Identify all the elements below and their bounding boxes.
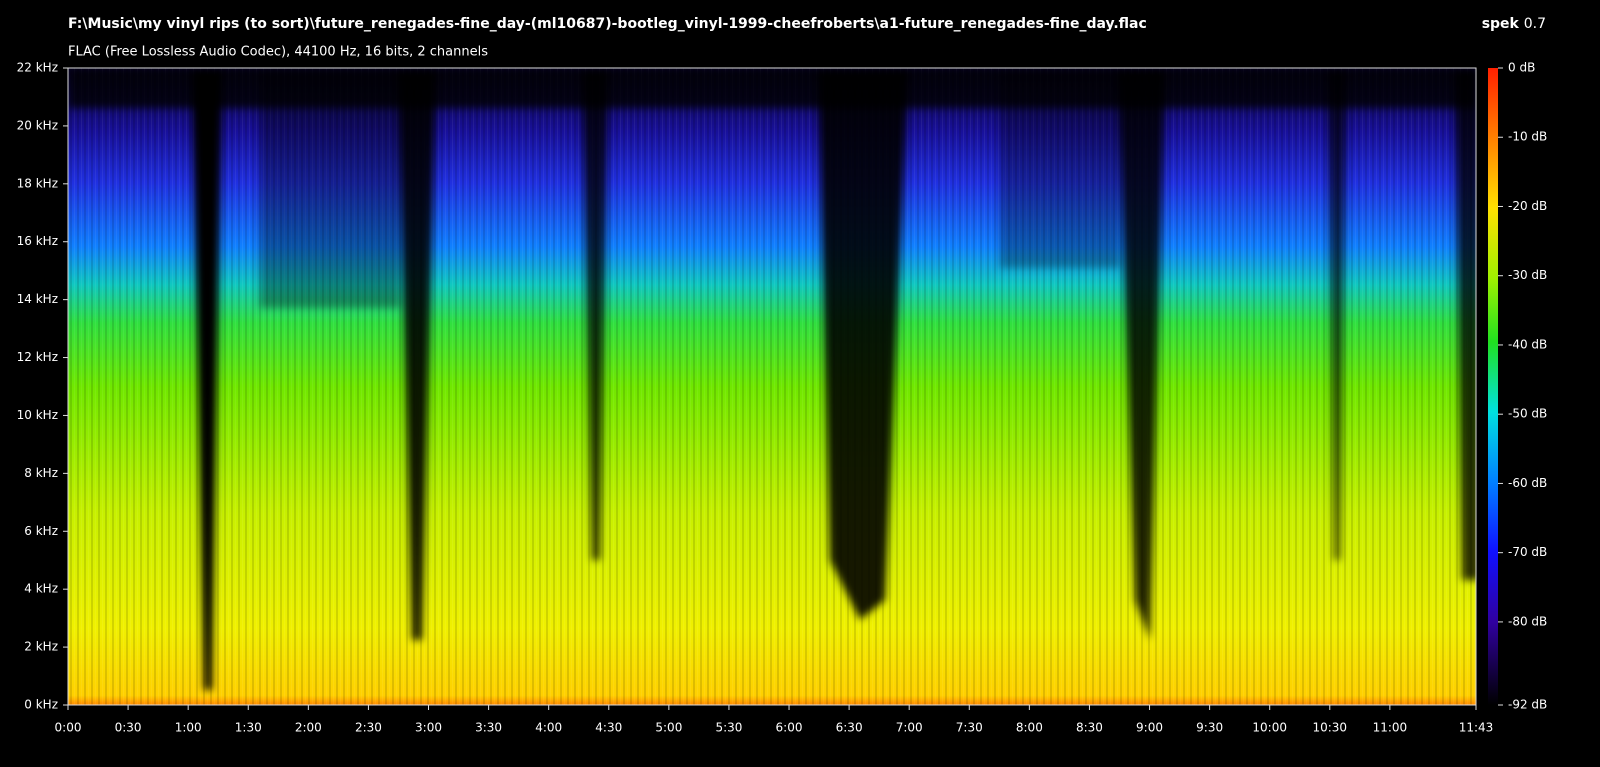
time-tick-label: 4:30 bbox=[595, 721, 622, 735]
time-tick-label: 2:30 bbox=[355, 721, 382, 735]
time-tick-label: 2:00 bbox=[295, 721, 322, 735]
level-tick-label: -40 dB bbox=[1508, 337, 1547, 351]
time-tick-label: 11:43 bbox=[1459, 721, 1494, 735]
freq-tick-label: 8 kHz bbox=[24, 466, 58, 480]
app-label: spek 0.7 bbox=[1482, 16, 1546, 32]
time-tick-label: 3:00 bbox=[415, 721, 442, 735]
time-tick-label: 1:00 bbox=[175, 721, 202, 735]
file-path: F:\Music\my vinyl rips (to sort)\future_… bbox=[68, 16, 1147, 32]
freq-tick-label: 20 kHz bbox=[17, 118, 58, 132]
time-tick-label: 10:30 bbox=[1312, 721, 1347, 735]
freq-tick-label: 12 kHz bbox=[17, 350, 58, 364]
freq-tick-label: 10 kHz bbox=[17, 408, 58, 422]
freq-tick-label: 18 kHz bbox=[17, 176, 58, 190]
level-colorbar bbox=[1488, 68, 1498, 705]
app-name: spek bbox=[1482, 16, 1520, 32]
time-tick-label: 0:30 bbox=[115, 721, 142, 735]
level-tick-label: 0 dB bbox=[1508, 61, 1535, 75]
format-info: FLAC (Free Lossless Audio Codec), 44100 … bbox=[68, 45, 488, 60]
freq-tick-label: 6 kHz bbox=[24, 524, 58, 538]
freq-tick-label: 0 kHz bbox=[24, 698, 58, 712]
quiet-sections bbox=[68, 68, 1476, 690]
time-tick-label: 7:30 bbox=[956, 721, 983, 735]
freq-tick-label: 16 kHz bbox=[17, 234, 58, 248]
level-tick-label: -20 dB bbox=[1508, 199, 1547, 213]
time-tick-label: 8:30 bbox=[1076, 721, 1103, 735]
freq-tick-label: 22 kHz bbox=[17, 61, 58, 75]
level-tick-label: -80 dB bbox=[1508, 614, 1547, 628]
plot-frame bbox=[67, 67, 1477, 706]
time-tick-label: 10:00 bbox=[1252, 721, 1287, 735]
time-tick-label: 6:00 bbox=[776, 721, 803, 735]
time-tick-label: 11:00 bbox=[1373, 721, 1408, 735]
spectrogram-image bbox=[68, 68, 1476, 705]
level-tick-label: -10 dB bbox=[1508, 130, 1547, 144]
time-tick-label: 8:00 bbox=[1016, 721, 1043, 735]
level-tick-label: -30 dB bbox=[1508, 268, 1547, 282]
time-tick-label: 6:30 bbox=[836, 721, 863, 735]
level-tick-label: -70 dB bbox=[1508, 545, 1547, 559]
app-version: 0.7 bbox=[1524, 16, 1546, 32]
time-tick-label: 7:00 bbox=[896, 721, 923, 735]
level-tick-label: -50 dB bbox=[1508, 407, 1547, 421]
time-tick-label: 4:00 bbox=[535, 721, 562, 735]
time-tick-label: 9:00 bbox=[1136, 721, 1163, 735]
time-tick-label: 9:30 bbox=[1196, 721, 1223, 735]
level-tick-label: -60 dB bbox=[1508, 476, 1547, 490]
time-tick-label: 1:30 bbox=[235, 721, 262, 735]
time-tick-label: 3:30 bbox=[475, 721, 502, 735]
freq-tick-label: 2 kHz bbox=[24, 640, 58, 654]
time-tick-label: 5:30 bbox=[715, 721, 742, 735]
freq-tick-label: 14 kHz bbox=[17, 292, 58, 306]
level-tick-label: -92 dB bbox=[1508, 698, 1547, 712]
time-tick-label: 0:00 bbox=[55, 721, 82, 735]
time-tick-label: 5:00 bbox=[655, 721, 682, 735]
freq-tick-label: 4 kHz bbox=[24, 582, 58, 596]
